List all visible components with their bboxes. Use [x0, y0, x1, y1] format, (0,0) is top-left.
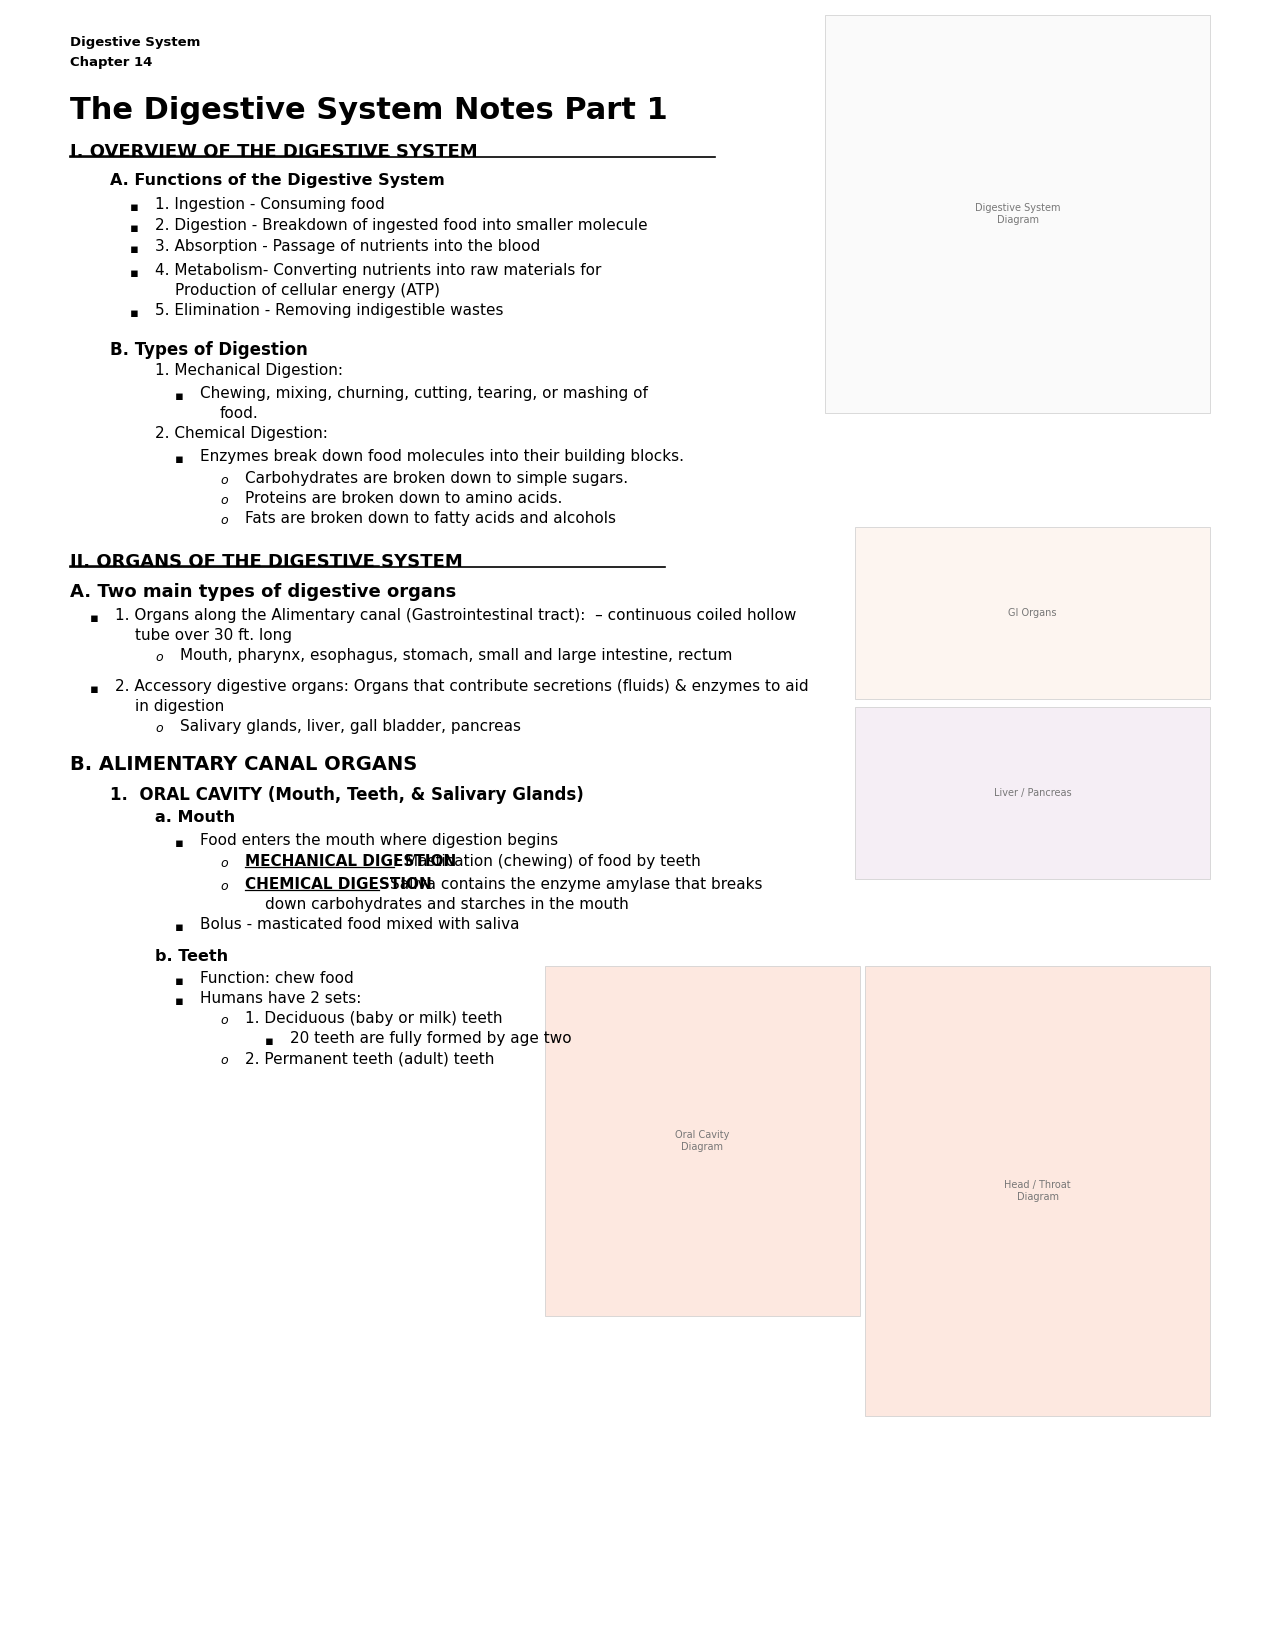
Bar [825, 15, 1210, 413]
Text: a. Mouth: a. Mouth [156, 811, 235, 826]
Text: : Mastication (chewing) of food by teeth: : Mastication (chewing) of food by teeth [394, 854, 700, 868]
Text: 4. Metabolism- Converting nutrients into raw materials for: 4. Metabolism- Converting nutrients into… [156, 263, 602, 277]
Text: 1. Deciduous (baby or milk) teeth: 1. Deciduous (baby or milk) teeth [245, 1010, 502, 1025]
Text: Enzymes break down food molecules into their building blocks.: Enzymes break down food molecules into t… [200, 449, 683, 464]
Text: 2. Permanent teeth (adult) teeth: 2. Permanent teeth (adult) teeth [245, 1052, 495, 1067]
Text: 2. Accessory digestive organs: Organs that contribute secretions (fluids) & enzy: 2. Accessory digestive organs: Organs th… [115, 679, 808, 693]
Text: : Saliva contains the enzyme amylase that breaks: : Saliva contains the enzyme amylase tha… [380, 877, 762, 892]
Text: o: o [221, 857, 228, 870]
Bar [856, 527, 1210, 698]
Text: 1. Mechanical Digestion:: 1. Mechanical Digestion: [156, 363, 343, 378]
Text: 5. Elimination - Removing indigestible wastes: 5. Elimination - Removing indigestible w… [156, 304, 504, 319]
Text: Digestive System
Diagram: Digestive System Diagram [975, 203, 1061, 225]
Text: ▪: ▪ [130, 307, 139, 320]
Text: Food enters the mouth where digestion begins: Food enters the mouth where digestion be… [200, 834, 558, 849]
Text: MECHANICAL DIGESTION: MECHANICAL DIGESTION [245, 854, 456, 868]
Text: 1. Organs along the Alimentary canal (Gastrointestinal tract):  – continuous coi: 1. Organs along the Alimentary canal (Ga… [115, 608, 797, 622]
Text: Chewing, mixing, churning, cutting, tearing, or mashing of: Chewing, mixing, churning, cutting, tear… [200, 386, 648, 401]
Text: Production of cellular energy (ATP): Production of cellular energy (ATP) [175, 282, 440, 297]
Text: I. OVERVIEW OF THE DIGESTIVE SYSTEM: I. OVERVIEW OF THE DIGESTIVE SYSTEM [70, 144, 478, 162]
Text: in digestion: in digestion [135, 698, 224, 713]
Text: CHEMICAL DIGESTION: CHEMICAL DIGESTION [245, 877, 432, 892]
Bar [856, 707, 1210, 878]
Text: o: o [221, 880, 228, 893]
Text: Fats are broken down to fatty acids and alcohols: Fats are broken down to fatty acids and … [245, 512, 616, 527]
Text: b. Teeth: b. Teeth [156, 949, 228, 964]
Text: o: o [156, 721, 163, 735]
Text: Mouth, pharynx, esophagus, stomach, small and large intestine, rectum: Mouth, pharynx, esophagus, stomach, smal… [180, 647, 732, 664]
Text: B. Types of Digestion: B. Types of Digestion [110, 342, 307, 358]
Text: The Digestive System Notes Part 1: The Digestive System Notes Part 1 [70, 96, 668, 125]
Text: Bolus - masticated food mixed with saliva: Bolus - masticated food mixed with saliv… [200, 916, 519, 933]
Text: B. ALIMENTARY CANAL ORGANS: B. ALIMENTARY CANAL ORGANS [70, 755, 417, 774]
Text: 2. Digestion - Breakdown of ingested food into smaller molecule: 2. Digestion - Breakdown of ingested foo… [156, 218, 648, 233]
Text: ▪: ▪ [91, 613, 98, 626]
Text: A. Functions of the Digestive System: A. Functions of the Digestive System [110, 173, 445, 188]
Text: 20 teeth are fully formed by age two: 20 teeth are fully formed by age two [289, 1030, 571, 1047]
Text: ▪: ▪ [175, 921, 184, 934]
Text: ▪: ▪ [175, 452, 184, 466]
Text: ▪: ▪ [175, 976, 184, 987]
Text: ▪: ▪ [130, 267, 139, 281]
Text: 2. Chemical Digestion:: 2. Chemical Digestion: [156, 426, 328, 441]
Text: o: o [221, 1014, 228, 1027]
Text: o: o [221, 1053, 228, 1067]
Text: Proteins are broken down to amino acids.: Proteins are broken down to amino acids. [245, 490, 562, 505]
Text: ▪: ▪ [91, 684, 98, 697]
Text: Function: chew food: Function: chew food [200, 971, 353, 986]
Text: down carbohydrates and starches in the mouth: down carbohydrates and starches in the m… [265, 896, 629, 911]
Text: ▪: ▪ [175, 837, 184, 850]
Text: Chapter 14: Chapter 14 [70, 56, 153, 69]
Bar [864, 966, 1210, 1417]
Text: Liver / Pancreas: Liver / Pancreas [993, 788, 1071, 797]
Text: Humans have 2 sets:: Humans have 2 sets: [200, 991, 361, 1005]
Text: Digestive System: Digestive System [70, 36, 200, 50]
Text: o: o [221, 474, 228, 487]
Text: Oral Cavity
Diagram: Oral Cavity Diagram [676, 1131, 729, 1152]
Text: 1. Ingestion - Consuming food: 1. Ingestion - Consuming food [156, 196, 385, 211]
Text: tube over 30 ft. long: tube over 30 ft. long [135, 627, 292, 642]
Text: o: o [156, 650, 163, 664]
Bar [544, 966, 861, 1316]
Text: Head / Throat
Diagram: Head / Throat Diagram [1005, 1180, 1071, 1202]
Text: GI Organs: GI Organs [1009, 608, 1057, 617]
Text: food.: food. [221, 406, 259, 421]
Text: A. Two main types of digestive organs: A. Two main types of digestive organs [70, 583, 456, 601]
Text: ▪: ▪ [265, 1035, 274, 1048]
Text: ▪: ▪ [175, 390, 184, 403]
Text: o: o [221, 494, 228, 507]
Text: 1.  ORAL CAVITY (Mouth, Teeth, & Salivary Glands): 1. ORAL CAVITY (Mouth, Teeth, & Salivary… [110, 786, 584, 804]
Text: Salivary glands, liver, gall bladder, pancreas: Salivary glands, liver, gall bladder, pa… [180, 718, 521, 735]
Text: II. ORGANS OF THE DIGESTIVE SYSTEM: II. ORGANS OF THE DIGESTIVE SYSTEM [70, 553, 463, 571]
Text: ▪: ▪ [130, 201, 139, 215]
Text: Carbohydrates are broken down to simple sugars.: Carbohydrates are broken down to simple … [245, 471, 629, 485]
Text: ▪: ▪ [130, 221, 139, 234]
Text: 3. Absorption - Passage of nutrients into the blood: 3. Absorption - Passage of nutrients int… [156, 239, 541, 254]
Text: ▪: ▪ [175, 996, 184, 1009]
Text: ▪: ▪ [130, 243, 139, 256]
Text: o: o [221, 513, 228, 527]
